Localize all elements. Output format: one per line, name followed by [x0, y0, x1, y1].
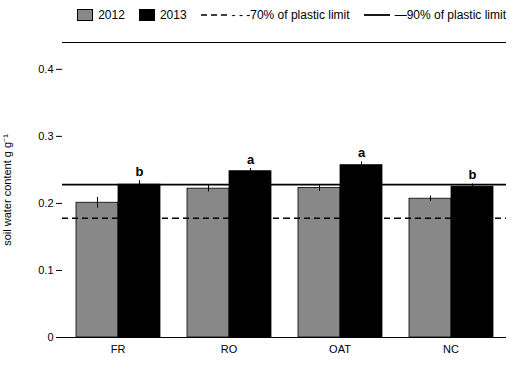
html-text:2013: 2013	[159, 8, 187, 22]
svg-text:b: b	[469, 167, 477, 182]
svg-text:OAT: OAT	[329, 343, 351, 355]
svg-text:0: 0	[47, 331, 53, 343]
svg-text:b: b	[136, 164, 144, 179]
svg-text:0.1: 0.1	[38, 264, 53, 276]
html-text:—90% of plastic limit: —90% of plastic limit	[394, 8, 506, 22]
svg-text:a: a	[358, 145, 366, 160]
svg-text:NC: NC	[443, 343, 459, 355]
svg-text:a: a	[247, 152, 255, 167]
svg-text:0.4: 0.4	[38, 63, 53, 75]
svg-text:0.2: 0.2	[38, 197, 53, 209]
html-text:2012: 2012	[98, 8, 125, 22]
html-text:- - -70% of plastic limit: - - -70% of plastic limit	[231, 8, 350, 22]
svg-text:RO: RO	[221, 343, 238, 355]
svg-text:0.3: 0.3	[38, 130, 53, 142]
svg-text:soil water content g g⁻¹: soil water content g g⁻¹	[1, 134, 13, 246]
svg-text:FR: FR	[111, 343, 126, 355]
